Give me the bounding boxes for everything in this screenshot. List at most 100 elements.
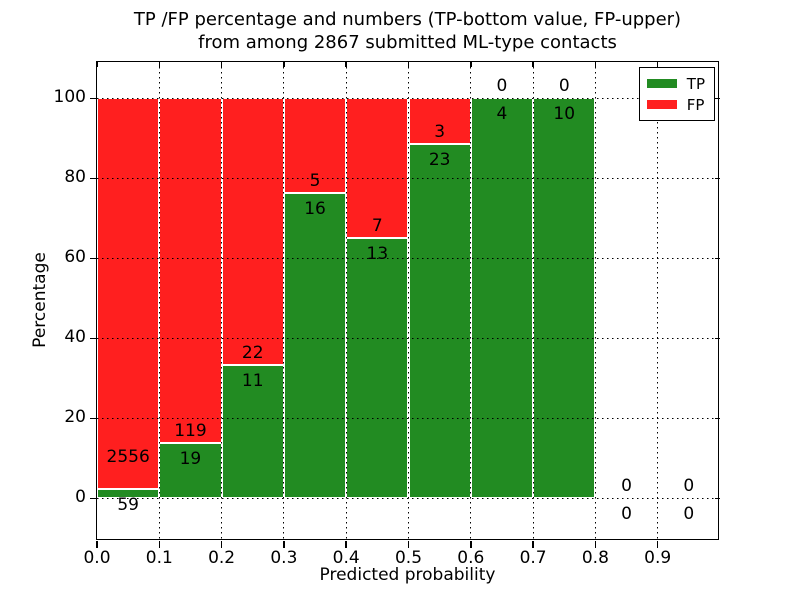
annotation-fp-count: 0 [496, 76, 508, 96]
y-tick-left [90, 417, 97, 419]
annotation-tp-count: 4 [496, 104, 508, 124]
legend-entry-label: TP [686, 74, 705, 93]
x-tick-top [220, 62, 223, 67]
annotation-fp-count: 2556 [106, 446, 150, 467]
ticks-layer: 0 20 40 60 80 100 0.0 0.1 0.2 0.3 0.4 0.5 0.6 0.7 0.8 0… [54, 62, 720, 568]
v-gridline [532, 62, 534, 541]
x-tick-bottom [96, 541, 98, 548]
annotation-fp-count: 0 [621, 476, 632, 496]
x-tick-top [345, 62, 347, 67]
annotation-fp-count: 7 [371, 216, 383, 236]
v-gridline [594, 62, 596, 541]
annotation-tp-count: 10 [553, 104, 576, 124]
bar-segment-tp [97, 488, 160, 498]
x-tick-top [407, 62, 410, 67]
bar-segment-tp [408, 144, 471, 498]
bar-segment-fp [97, 98, 160, 489]
bars-layer [97, 62, 718, 539]
y-tick-label: 60 [64, 247, 86, 267]
y-axis-label: Percentage [30, 252, 50, 348]
y-tick-left [90, 497, 97, 499]
annotations-layer: 2556 59 119 19 22 11 5 16 7 13 3 23 0 4 0 10 0 0 0 0 [97, 62, 718, 539]
bar-segment-tp [346, 238, 409, 498]
bar-segment-tp [159, 442, 222, 498]
v-gridline [283, 62, 285, 541]
annotation-tp-count: 0 [683, 504, 695, 524]
annotation-fp-count: 0 [683, 476, 695, 496]
bar-segment-fp [159, 98, 222, 443]
x-tick-label: 0.7 [519, 548, 547, 568]
v-gridline [158, 62, 160, 541]
x-tick-label: 0.6 [457, 548, 485, 568]
x-tick-bottom [656, 541, 659, 548]
annotation-fp-count: 3 [434, 122, 446, 143]
x-tick-top [470, 62, 472, 67]
bar-segment-fp [408, 98, 471, 145]
v-gridline [470, 62, 472, 541]
legend-entry: FP [646, 94, 705, 115]
annotation-fp-count: 0 [558, 76, 570, 96]
legend-entry-label: FP [686, 95, 705, 114]
chart-title: TP /FP percentage and numbers (TP-bottom… [96, 8, 719, 54]
legend: TP FP [638, 67, 715, 121]
x-tick-bottom [594, 541, 597, 548]
x-axis-label: Predicted probability [319, 565, 496, 585]
bar-segment-fp [221, 98, 284, 365]
bar-segment-tp [283, 193, 347, 498]
annotation-tp-count: 19 [179, 448, 202, 469]
y-tick-left [90, 97, 97, 99]
bar-segment-fp [283, 98, 347, 194]
y-tick-label: 100 [53, 87, 86, 107]
y-tick-right [715, 337, 720, 339]
v-gridline [221, 62, 223, 541]
x-tick-top [96, 62, 98, 67]
x-tick-top [594, 62, 597, 67]
annotation-tp-count: 16 [304, 199, 326, 220]
x-tick-label: 0.0 [83, 548, 111, 568]
x-tick-top [656, 62, 659, 67]
x-tick-bottom [220, 541, 223, 548]
x-tick-label: 0.9 [644, 548, 672, 568]
x-tick-bottom [345, 541, 347, 548]
annotation-tp-count: 0 [621, 504, 632, 524]
x-tick-label: 0.5 [394, 548, 423, 568]
fp-legend-swatch [646, 100, 677, 109]
x-tick-top [283, 62, 285, 67]
y-tick-right [715, 497, 720, 499]
annotation-tp-count: 13 [366, 244, 389, 264]
x-tick-label: 0.1 [145, 548, 173, 568]
v-gridline [408, 62, 409, 541]
chart-title-line1: TP /FP percentage and numbers (TP-bottom… [133, 9, 682, 30]
x-tick-bottom [158, 541, 161, 548]
y-tick-left [90, 177, 97, 179]
x-tick-top [158, 62, 161, 67]
annotation-tp-count: 23 [428, 150, 451, 171]
y-tick-right [715, 257, 720, 259]
y-tick-left [90, 337, 97, 339]
y-tick-label: 20 [64, 407, 86, 427]
bar-segment-tp [221, 364, 284, 498]
bar-segment-fp [346, 98, 409, 238]
y-tick-label: 80 [64, 167, 86, 187]
annotation-fp-count: 22 [241, 342, 264, 363]
chart-title-line2: from among 2867 submitted ML-type contac… [198, 32, 617, 53]
grid-layer [97, 62, 720, 541]
y-tick-label: 0 [75, 487, 86, 507]
y-tick-right [715, 177, 720, 179]
x-tick-bottom [407, 541, 410, 548]
plot-area: 0 20 40 60 80 100 0.0 0.1 0.2 0.3 0.4 0.5 0.6 0.7 0.8 0… [54, 61, 720, 568]
y-tick-right [715, 97, 720, 99]
bar-segment-tp [533, 98, 596, 498]
tp-legend-swatch [646, 79, 677, 88]
annotation-fp-count: 5 [309, 171, 321, 192]
annotation-tp-count: 11 [241, 370, 264, 391]
x-tick-bottom [532, 541, 534, 548]
x-tick-bottom [470, 541, 472, 548]
v-gridline [345, 62, 347, 541]
x-tick-label: 0.3 [270, 548, 298, 568]
x-tick-label: 0.4 [332, 548, 360, 568]
y-tick-label: 40 [64, 327, 86, 347]
y-tick-left [90, 257, 97, 259]
annotation-fp-count: 119 [174, 420, 207, 441]
